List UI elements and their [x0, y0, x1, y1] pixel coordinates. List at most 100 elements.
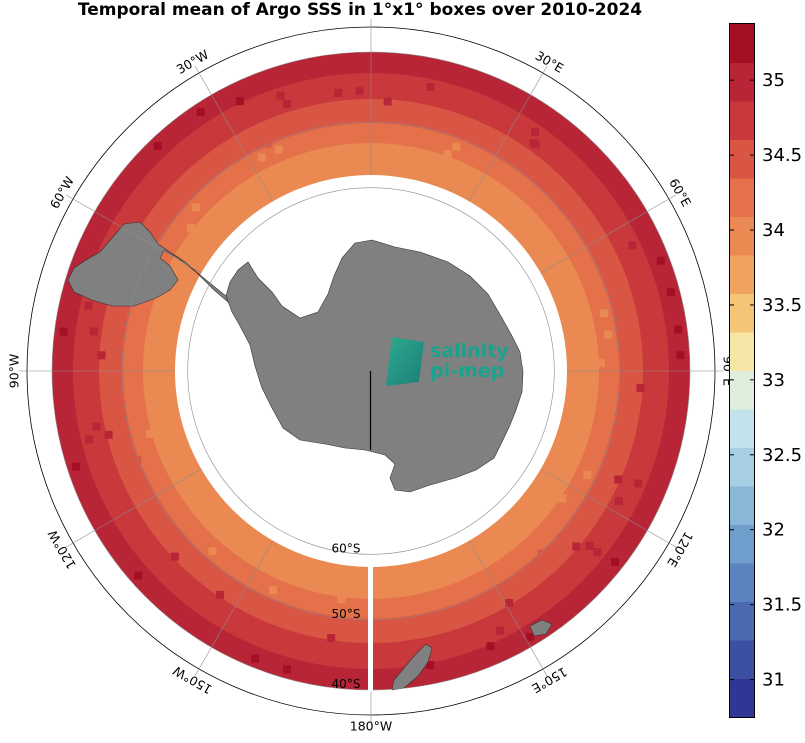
sss-cell [292, 181, 301, 190]
colorbar-block [730, 139, 754, 179]
parallel-line [187, 187, 555, 555]
colorbar-block [730, 293, 754, 333]
sss-cell [263, 139, 272, 148]
sss-cell [321, 622, 330, 631]
sss-cell [634, 479, 643, 488]
colorbar-block [730, 255, 754, 294]
colorbar-tick-label: 32 [762, 520, 785, 541]
sss-cell [572, 542, 581, 551]
sss-cell [97, 351, 106, 360]
sss-cell [186, 224, 195, 233]
sss-cell [531, 140, 540, 149]
sss-cell [222, 214, 231, 223]
sss-cell [526, 632, 535, 641]
new-zealand-south [391, 643, 433, 691]
logo-line2: pi-mep [430, 360, 504, 382]
meridian-line [468, 540, 548, 676]
sss-cell [276, 91, 285, 100]
sss-cell [518, 236, 527, 245]
sss-cell [599, 309, 608, 318]
sss-cell [92, 422, 101, 431]
sss-cell [274, 145, 283, 154]
sss-cell [148, 390, 157, 399]
sss-cell [355, 87, 364, 96]
sss-cell [72, 462, 81, 471]
sss-cell [581, 415, 590, 424]
sss-cell [383, 97, 392, 106]
salinity-pimep-logo: salinity pi-mep [386, 337, 509, 386]
sss-cell [568, 279, 577, 288]
meridian-line [194, 66, 274, 202]
colorbar-block [730, 524, 754, 564]
sss-cell [282, 99, 291, 108]
meridian-line [540, 468, 676, 548]
sss-cell [656, 256, 665, 265]
lon-180w-label: 180°W [350, 719, 392, 734]
sss-cell [614, 475, 623, 484]
sss-cell [325, 583, 334, 592]
sss-cell [216, 590, 225, 599]
meridian-line [66, 194, 202, 274]
sss-cell [480, 133, 489, 142]
colorbar-tick-label: 31.5 [762, 595, 802, 616]
colorbar-block [730, 447, 754, 487]
sss-cell [89, 327, 98, 336]
sss-cell [496, 626, 505, 635]
lon-90w-label: 90°W [7, 354, 22, 389]
sss-cell [204, 219, 213, 228]
lat-50s-label: 50°S [332, 607, 361, 621]
colorbar-tick-label: 33.5 [762, 295, 802, 316]
sss-cell [546, 178, 555, 187]
sss-cell [620, 309, 629, 318]
sss-cell [170, 552, 179, 561]
sss-cell [523, 212, 532, 221]
sss-cell [674, 325, 683, 334]
colorbar-block [730, 101, 754, 140]
sss-cell [585, 542, 594, 551]
colorbar-block [730, 178, 754, 217]
antarctic-peninsula [67, 221, 229, 307]
sss-cell [593, 548, 602, 557]
sss-cell [537, 549, 546, 558]
dateline-gap [368, 566, 373, 692]
lat-60s-label: 60°S [332, 541, 361, 555]
colorbar-tick-label: 31 [762, 670, 785, 691]
sss-cell [476, 557, 485, 566]
antarctica-landmass [225, 239, 524, 493]
sss-cell [676, 351, 685, 360]
tasmania-island [529, 619, 553, 637]
colorbar: 31 31.5 32 32.5 33 33.5 34 34.5 35 [729, 23, 802, 718]
meridian-line [66, 468, 202, 548]
sss-cell [531, 127, 540, 136]
colorbar-tick-label: 34 [762, 220, 785, 241]
sss-cell [282, 665, 291, 674]
colorbar-tick-label: 35 [762, 70, 785, 91]
map-title: Temporal mean of Argo SSS in 1°x1° boxes… [77, 0, 643, 20]
colorbar-block [730, 486, 754, 525]
sss-cell [505, 599, 514, 608]
sss-cell [257, 153, 266, 162]
sss-cell [145, 429, 154, 438]
sss-cell [564, 338, 573, 347]
sss-cell [574, 401, 583, 410]
colorbar-block [730, 601, 754, 641]
sss-cell [558, 494, 567, 503]
colorbar-block [730, 409, 754, 448]
sss-cell [133, 455, 142, 464]
sss-cell [636, 383, 645, 392]
sss-cell [583, 470, 592, 479]
lat-40s-label: 40°S [332, 677, 361, 691]
colorbar-block [730, 370, 754, 410]
colorbar-tick-label: 33 [762, 370, 785, 391]
sss-cell [596, 358, 605, 367]
sss-cell [394, 565, 403, 574]
sss-cell [208, 547, 217, 556]
sss-cell [153, 141, 162, 150]
sss-cell [59, 327, 68, 336]
sss-cell [443, 150, 452, 159]
sss-cell [337, 595, 346, 604]
sss-cell [104, 430, 113, 439]
colorbar-block [730, 62, 754, 102]
colorbar-tick-label: 32.5 [762, 445, 802, 466]
